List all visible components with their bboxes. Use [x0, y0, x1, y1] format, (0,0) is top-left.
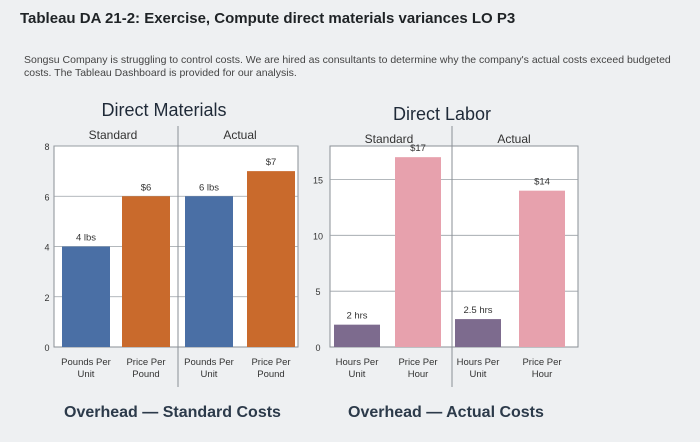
labor-y-tick-label: 10	[313, 231, 323, 241]
labor-data-label: $17	[410, 143, 426, 154]
labor-y-tick-label: 15	[313, 176, 323, 186]
materials-data-label: 4 lbs	[76, 233, 96, 244]
materials-bar[interactable]	[62, 246, 110, 348]
labor-bar[interactable]	[519, 190, 565, 347]
materials-y-tick-label: 0	[44, 343, 49, 353]
materials-group-label: Actual	[223, 128, 256, 142]
labor-group-label: Standard	[365, 132, 414, 146]
labor-y-tick-label: 5	[315, 287, 320, 297]
materials-bar[interactable]	[247, 171, 295, 347]
materials-x-tick-label: Pounds Per Unit	[184, 357, 234, 380]
labor-group-label: Actual	[497, 132, 530, 146]
materials-data-label: 6 lbs	[199, 182, 219, 193]
materials-data-label: $7	[266, 157, 277, 168]
materials-x-tick-label: Price Per Pound	[126, 357, 165, 380]
materials-data-label: $6	[141, 182, 152, 193]
labor-data-label: $14	[534, 177, 550, 188]
overhead-standard-costs-link[interactable]: Overhead — Standard Costs	[64, 404, 281, 421]
labor-bar[interactable]	[334, 324, 380, 347]
labor-title: Direct Labor	[393, 104, 491, 124]
page-title: Tableau DA 21-2: Exercise, Compute direc…	[20, 10, 516, 27]
labor-data-label: 2 hrs	[346, 311, 367, 322]
materials-group-label: Standard	[89, 128, 138, 142]
labor-y-tick-label: 0	[315, 343, 320, 353]
labor-x-tick-label: Price Per Hour	[398, 357, 437, 380]
materials-y-tick-label: 2	[44, 293, 49, 303]
materials-x-tick-label: Price Per Pound	[251, 357, 290, 380]
materials-title: Direct Materials	[101, 100, 226, 120]
materials-y-tick-label: 4	[44, 243, 49, 253]
labor-bar[interactable]	[395, 157, 441, 347]
materials-bar[interactable]	[185, 196, 233, 347]
labor-data-label: 2.5 hrs	[463, 305, 492, 316]
direct-labor-chart: Direct Labor Standard Actual 0 5 10 15 2 hrs Hou…	[313, 104, 579, 387]
materials-x-tick-label: Pounds Per Unit	[61, 357, 111, 380]
labor-x-tick-label: Hours Per Unit	[457, 357, 500, 380]
direct-materials-chart: Direct Materials Standard Actual 0 2 4 6 8 4 lbs…	[44, 100, 299, 387]
materials-y-tick-label: 6	[44, 192, 49, 202]
labor-bar[interactable]	[455, 319, 501, 347]
labor-x-tick-label: Price Per Hour	[522, 357, 561, 380]
overhead-actual-costs-link[interactable]: Overhead — Actual Costs	[348, 404, 544, 421]
materials-y-tick-label: 8	[44, 142, 49, 152]
labor-x-tick-label: Hours Per Unit	[336, 357, 379, 380]
materials-bar[interactable]	[122, 196, 170, 347]
intro-text: Songsu Company is struggling to control …	[24, 54, 671, 79]
